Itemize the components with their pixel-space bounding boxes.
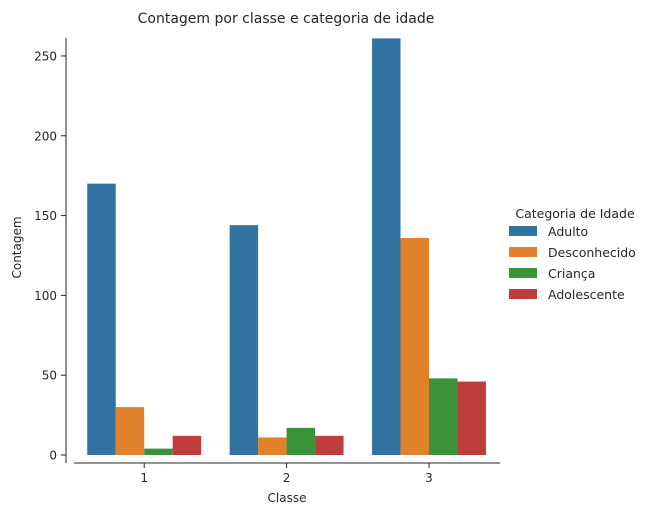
bar-adulto-classe-1 xyxy=(87,183,116,455)
y-tick-label: 250 xyxy=(34,49,57,63)
legend-title: Categoria de Idade xyxy=(515,206,635,221)
x-ticks: 1 2 3 xyxy=(140,463,433,485)
y-axis-label: Contagem xyxy=(10,216,24,278)
bar-adolescente-classe-3 xyxy=(457,381,486,455)
x-tick-label: 1 xyxy=(140,471,148,485)
legend-label-adulto: Adulto xyxy=(548,224,588,239)
bar-adolescente-classe-2 xyxy=(315,435,344,455)
y-tick-label: 150 xyxy=(34,209,57,223)
legend-swatch-desconhecido xyxy=(509,247,537,257)
bar-desconhecido-classe-2 xyxy=(258,437,287,455)
bar-adulto-classe-3 xyxy=(372,38,401,456)
legend-label-criança: Criança xyxy=(548,266,595,281)
bar-desconhecido-classe-1 xyxy=(115,407,145,455)
x-tick-label: 2 xyxy=(283,471,291,485)
y-tick-label: 0 xyxy=(49,449,57,463)
x-tick-label: 3 xyxy=(425,471,433,485)
bar-adulto-classe-2 xyxy=(229,225,259,455)
y-ticks: 0 50 100 150 200 250 xyxy=(34,49,66,463)
legend-label-desconhecido: Desconhecido xyxy=(548,245,636,260)
bar-criança-classe-1 xyxy=(144,448,173,455)
bar-adolescente-classe-1 xyxy=(172,435,202,455)
y-tick-label: 100 xyxy=(34,289,57,303)
legend-label-adolescente: Adolescente xyxy=(548,287,625,302)
y-tick-label: 200 xyxy=(34,129,57,143)
legend-swatch-adolescente xyxy=(509,289,537,299)
legend-swatch-criança xyxy=(509,268,537,278)
bar-desconhecido-classe-3 xyxy=(400,237,429,455)
bars-group xyxy=(87,38,486,456)
y-tick-label: 50 xyxy=(42,369,57,383)
bar-criança-classe-3 xyxy=(429,378,458,455)
chart-title: Contagem por classe e categoria de idade xyxy=(138,11,435,27)
legend-swatch-adulto xyxy=(509,226,537,236)
x-axis-label: Classe xyxy=(268,491,307,505)
bar-criança-classe-2 xyxy=(286,427,316,455)
legend: Categoria de Idade Adulto Desconhecido Cri… xyxy=(509,206,636,302)
